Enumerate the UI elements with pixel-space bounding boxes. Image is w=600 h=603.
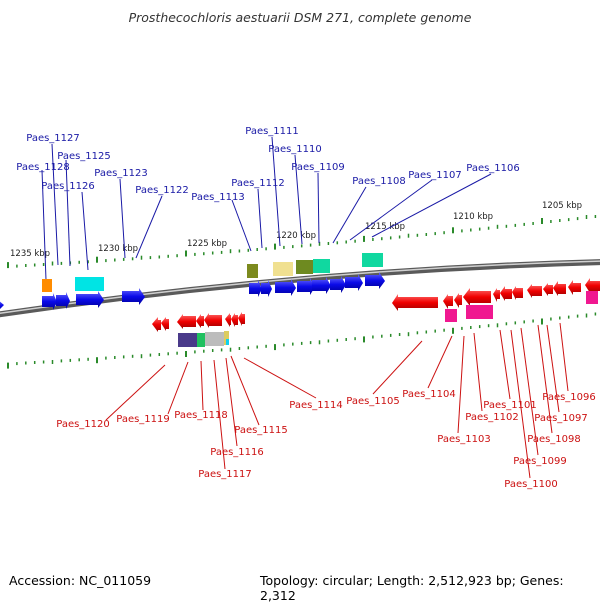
- gene-label-paes-1126: Paes_1126: [41, 181, 95, 192]
- gene-label-paes-1101: Paes_1101: [483, 400, 537, 411]
- reverse-genes-left: [152, 312, 245, 347]
- feature-teal-1: [313, 259, 330, 273]
- scale-label-1210: 1210 kbp: [453, 212, 493, 222]
- gene-label-paes-1112: Paes_1112: [231, 178, 285, 189]
- gene-label-paes-1125: Paes_1125: [57, 151, 111, 162]
- gene-label-paes-1120: Paes_1120: [56, 419, 110, 430]
- gene-label-paes-1116: Paes_1116: [210, 447, 264, 458]
- gene-label-paes-1123: Paes_1123: [94, 168, 148, 179]
- top-gene-labels: Paes_1127 Paes_1128 Paes_1125 Paes_1126 …: [16, 126, 520, 203]
- gene-label-paes-1096: Paes_1096: [542, 392, 596, 403]
- top-leader-lines: [41, 136, 492, 281]
- reverse-genes-right: [392, 278, 600, 322]
- gene-label-paes-1106: Paes_1106: [466, 163, 520, 174]
- gene-label-paes-1127: Paes_1127: [26, 133, 80, 144]
- gene-label-paes-1099: Paes_1099: [513, 456, 567, 467]
- top-scale-ticks: [7, 215, 597, 269]
- gene-label-paes-1107: Paes_1107: [408, 170, 462, 181]
- scale-label-1225: 1225 kbp: [187, 239, 227, 249]
- gene-label-paes-1103: Paes_1103: [437, 434, 491, 445]
- gene-label-paes-1119: Paes_1119: [116, 414, 170, 425]
- feature-magenta-1: [445, 309, 457, 322]
- feature-teal-2: [362, 253, 383, 267]
- feature-magenta-2: [466, 305, 493, 319]
- gene-label-paes-1105: Paes_1105: [346, 396, 400, 407]
- gene-label-paes-1098: Paes_1098: [527, 434, 581, 445]
- scale-label-1215: 1215 kbp: [365, 222, 405, 232]
- gene-label-paes-1102: Paes_1102: [465, 412, 519, 423]
- gene-label-paes-1113: Paes_1113: [191, 192, 245, 203]
- gene-label-paes-1110: Paes_1110: [268, 144, 322, 155]
- feature-cyan-small: [226, 339, 229, 345]
- gene-label-paes-1104: Paes_1104: [402, 389, 456, 400]
- gene-label-paes-1122: Paes_1122: [135, 185, 189, 196]
- feature-magenta-3: [586, 291, 598, 304]
- gene-label-paes-1097: Paes_1097: [534, 413, 588, 424]
- top-features: [42, 253, 383, 292]
- gene-label-paes-1114: Paes_1114: [289, 400, 343, 411]
- feature-olive-1: [247, 264, 258, 278]
- feature-cyan: [75, 277, 104, 291]
- gene-label-paes-1117: Paes_1117: [198, 469, 252, 480]
- bottom-leader-lines: [105, 322, 569, 479]
- feature-olive-2: [296, 260, 313, 274]
- genome-summary-text: Topology: circular; Length: 2,512,923 bp…: [260, 573, 564, 603]
- feature-green: [197, 333, 205, 347]
- forward-genes: [0, 272, 385, 310]
- gene-label-paes-1108: Paes_1108: [352, 176, 406, 187]
- bottom-gene-labels: Paes_1120 Paes_1119 Paes_1118 Paes_1117 …: [56, 389, 596, 490]
- gene-label-paes-1109: Paes_1109: [291, 162, 345, 173]
- gene-label-paes-1111: Paes_1111: [245, 126, 299, 137]
- gene-label-paes-1115: Paes_1115: [234, 425, 288, 436]
- map-title: Prosthecochloris aestuarii DSM 271, comp…: [129, 10, 472, 25]
- feature-indigo: [178, 333, 197, 347]
- scale-label-1235: 1235 kbp: [10, 249, 50, 259]
- gene-label-paes-1128: Paes_1128: [16, 162, 70, 173]
- feature-grey: [205, 332, 224, 346]
- scale-label-1220: 1220 kbp: [276, 231, 316, 241]
- feature-orange: [42, 279, 52, 292]
- feature-yellow: [224, 331, 229, 345]
- gene-label-paes-1100: Paes_1100: [504, 479, 558, 490]
- bottom-scale-ticks: [7, 312, 597, 369]
- feature-khaki: [273, 262, 293, 276]
- scale-label-1230: 1230 kbp: [98, 244, 138, 254]
- accession-text: Accession: NC_011059: [9, 573, 152, 588]
- scale-labels: 1235 kbp 1230 kbp 1225 kbp 1220 kbp 1215…: [10, 201, 582, 259]
- scale-label-1205: 1205 kbp: [542, 201, 582, 211]
- gene-label-paes-1118: Paes_1118: [174, 410, 228, 421]
